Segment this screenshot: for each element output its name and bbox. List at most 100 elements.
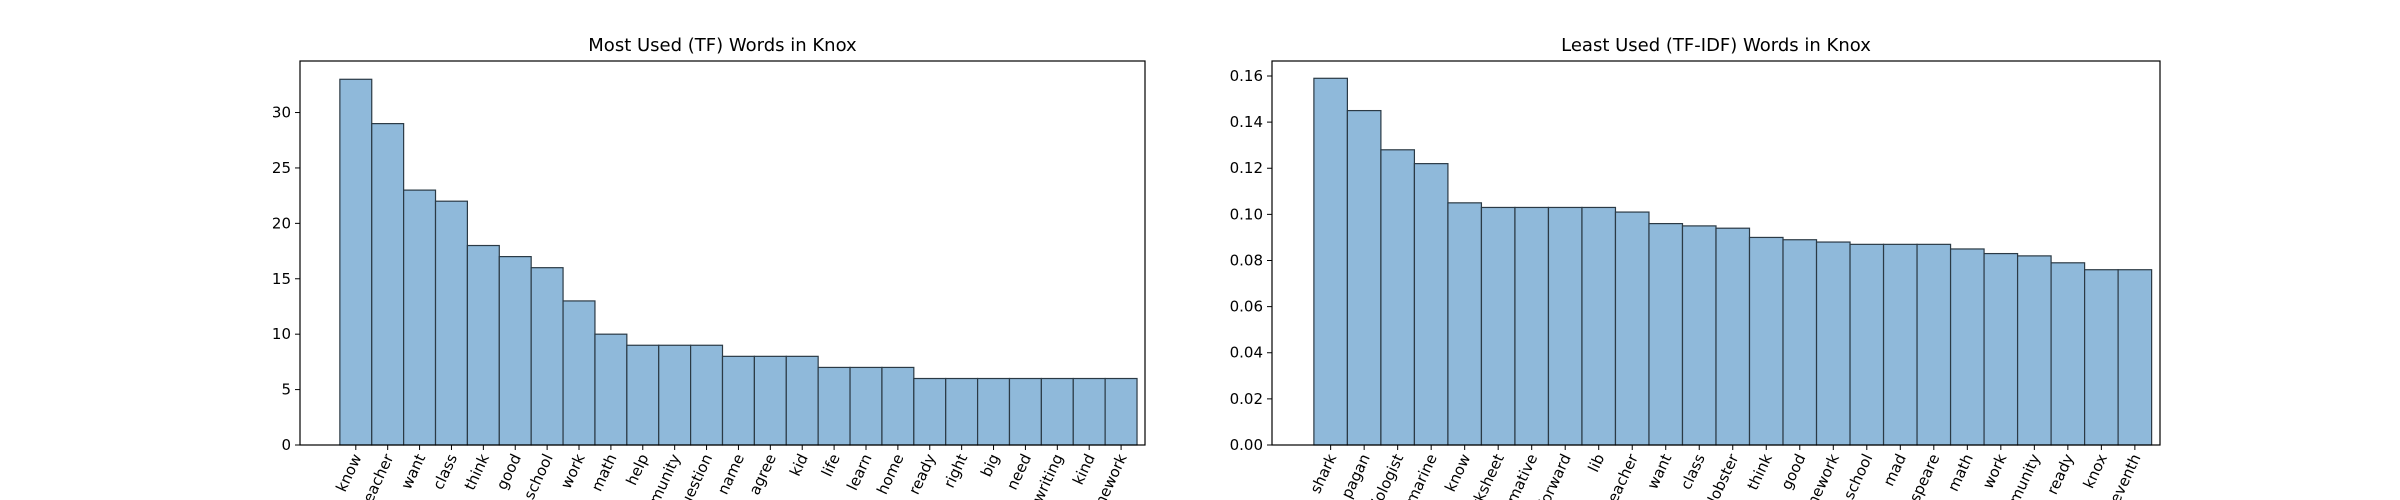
x-tick-label: learn <box>843 451 875 493</box>
bar <box>785 355 819 446</box>
bar <box>1782 239 1818 446</box>
bar <box>371 123 405 446</box>
bar <box>881 366 915 446</box>
x-tick-label: right <box>940 451 971 491</box>
bar <box>530 267 564 446</box>
x-tick-label: marine <box>1402 451 1441 500</box>
y-tick-label: 0.00 <box>1230 436 1263 454</box>
bar <box>721 355 755 446</box>
x-tick-label: think <box>1744 451 1776 493</box>
chart-title: Most Used (TF) Words in Knox <box>588 35 857 56</box>
bar <box>2117 269 2153 446</box>
bar <box>339 78 373 446</box>
bar <box>562 300 596 446</box>
bar <box>976 377 1011 446</box>
bar <box>1547 206 1583 446</box>
x-tick-label: knox <box>2080 451 2111 491</box>
x-tick-label: shark <box>1306 451 1340 496</box>
bar <box>1447 202 1483 446</box>
x-tick-label: help <box>622 451 652 488</box>
x-tick-label: writing <box>1029 451 1067 500</box>
bar <box>1648 222 1684 446</box>
x-tick-label: math <box>588 451 621 494</box>
x-tick-label: work <box>1979 451 2011 492</box>
bar <box>1983 252 2019 446</box>
x-tick-label: kid <box>786 451 812 479</box>
x-tick-label: big <box>977 451 1003 480</box>
bar <box>658 344 692 446</box>
x-tick-label: math <box>1944 451 1977 494</box>
chart-title: Least Used (TF-IDF) Words in Knox <box>1561 35 1871 56</box>
bar <box>2050 262 2086 446</box>
x-tick-label: class <box>1677 451 1709 493</box>
y-tick-label: 0.04 <box>1230 344 1263 362</box>
bar <box>1748 236 1784 446</box>
x-tick-label: home <box>873 451 907 497</box>
bar <box>913 377 947 446</box>
x-tick-label: lib <box>1584 451 1608 475</box>
x-tick-label: ready <box>905 451 939 497</box>
bar <box>403 189 437 446</box>
x-tick-label: agree <box>745 451 779 498</box>
x-tick-label: mad <box>1880 451 1910 489</box>
y-tick-label: 0.12 <box>1230 159 1263 177</box>
x-tick-label: want <box>1643 451 1675 492</box>
x-tick-label: good <box>493 451 525 493</box>
x-tick-label: life <box>818 451 844 479</box>
axes-frame <box>1271 60 2161 446</box>
bar <box>1949 248 1985 446</box>
y-tick-label: 0.10 <box>1230 205 1263 223</box>
x-tick-label: want <box>397 451 429 492</box>
y-tick-label: 25 <box>272 159 291 177</box>
bar <box>498 256 532 446</box>
y-tick-label: 20 <box>272 214 291 232</box>
x-tick-label: class <box>429 451 461 493</box>
bar <box>1849 243 1885 446</box>
bar <box>1581 206 1617 446</box>
y-tick-label: 5 <box>281 381 291 399</box>
y-tick-label: 15 <box>272 270 291 288</box>
x-tick-label: lobster <box>1704 450 1743 500</box>
y-tick-label: 10 <box>272 325 291 343</box>
bar <box>594 333 628 446</box>
bar <box>753 355 787 446</box>
x-tick-label: need <box>1003 451 1035 493</box>
bar <box>1008 377 1042 446</box>
bar <box>434 200 469 446</box>
axes-frame <box>299 60 1146 446</box>
y-tick-label: 0.02 <box>1230 390 1263 408</box>
y-tick-label: 0 <box>281 436 291 454</box>
x-tick-label: kind <box>1069 451 1099 488</box>
x-tick-label: teacher <box>1601 450 1642 500</box>
bar <box>1104 377 1138 446</box>
bar <box>1514 206 1550 446</box>
bar <box>849 366 883 446</box>
x-tick-label: know <box>332 451 365 495</box>
bar <box>1715 227 1751 446</box>
x-tick-label: ready <box>2043 451 2077 497</box>
x-tick-label: think <box>461 451 493 493</box>
bar <box>1072 377 1106 446</box>
bar <box>1916 243 1952 446</box>
bar <box>690 344 724 446</box>
bar <box>1614 211 1650 446</box>
x-tick-label: know <box>1441 451 1474 495</box>
bar <box>1040 377 1074 446</box>
bar <box>1346 109 1382 446</box>
bar <box>2016 255 2052 446</box>
bar <box>1681 225 1717 446</box>
y-tick-label: 0.16 <box>1230 67 1263 85</box>
x-tick-label: school <box>1840 451 1877 500</box>
bar <box>1882 243 1918 446</box>
bar <box>945 377 979 446</box>
bar <box>466 244 500 446</box>
y-tick-label: 0.14 <box>1230 113 1263 131</box>
y-tick-label: 30 <box>272 104 291 122</box>
bar <box>626 344 660 446</box>
bar <box>1480 206 1516 446</box>
bar <box>2084 269 2119 446</box>
x-tick-label: work <box>557 451 589 492</box>
bar <box>817 366 851 446</box>
x-tick-label: school <box>520 451 557 500</box>
